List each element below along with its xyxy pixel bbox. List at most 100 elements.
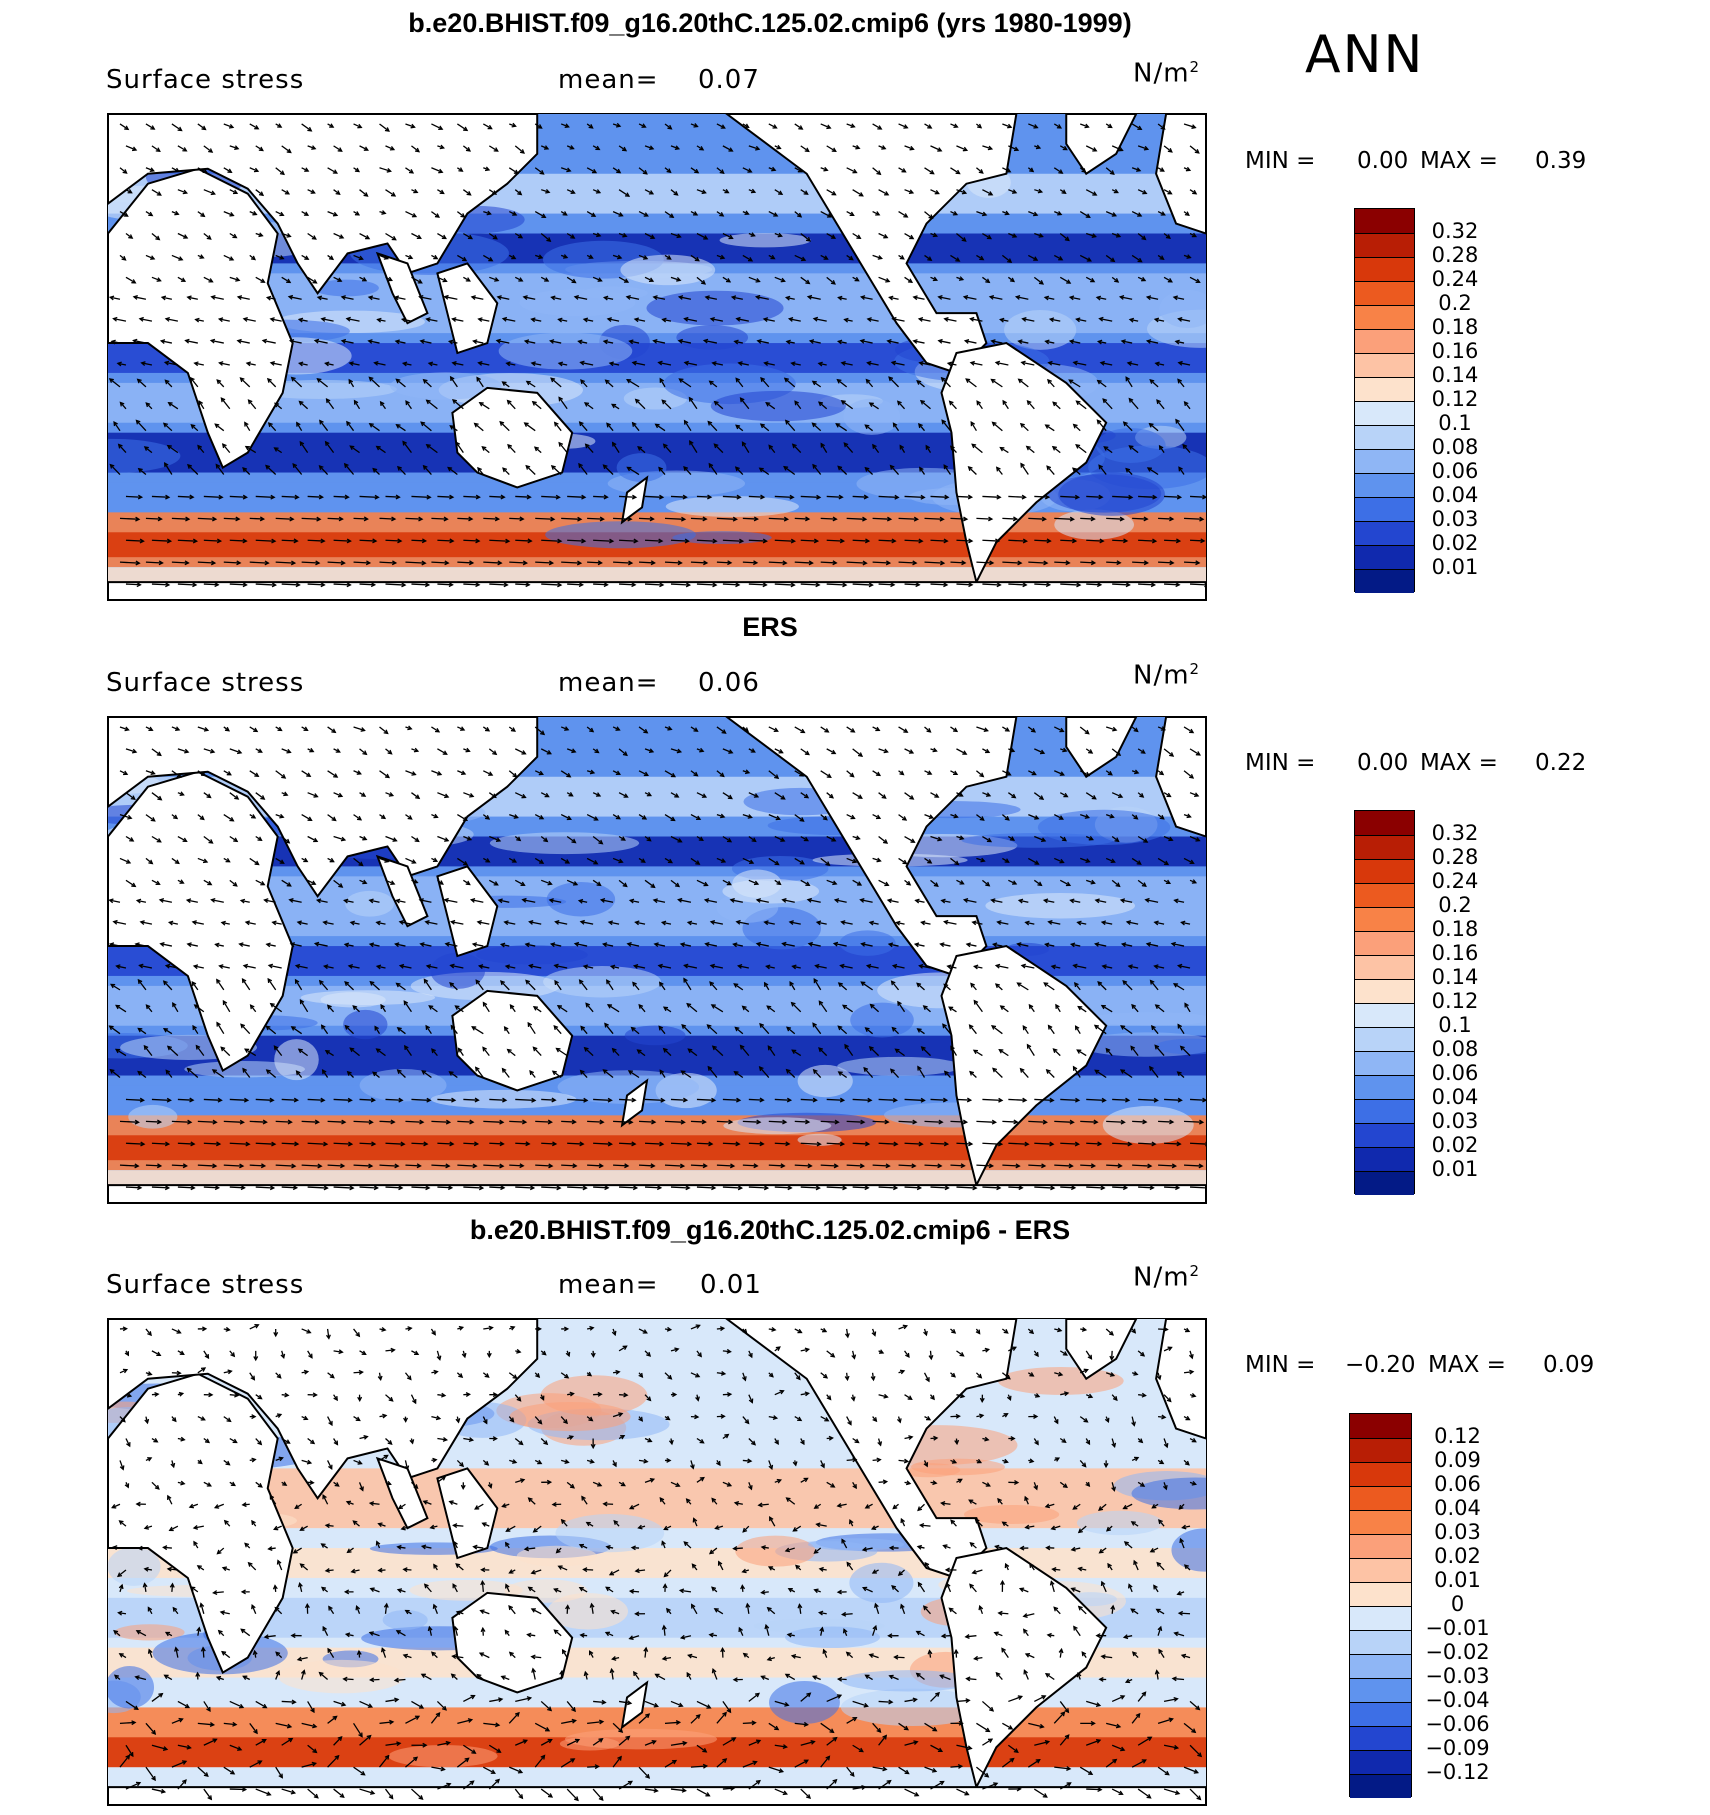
min-value: 0.00 — [1357, 750, 1409, 776]
max-label: MAX = — [1428, 1352, 1506, 1378]
colorbar-tick-label: −0.12 — [1425, 1760, 1490, 1784]
colorbar-segment — [1355, 1003, 1414, 1027]
min-label: MIN = — [1245, 1352, 1316, 1378]
variable-label: Surface stress — [106, 1270, 305, 1300]
colorbar-tick-label: 0.2 — [1438, 291, 1472, 315]
colorbar-tick-label: −0.01 — [1425, 1616, 1490, 1640]
wind-vectors — [108, 725, 1206, 1191]
colorbar-tick-label: 0.32 — [1431, 219, 1479, 243]
max-label: MAX = — [1420, 750, 1498, 776]
colorbar-segment — [1355, 209, 1414, 233]
colorbar-tick-label: 0.14 — [1431, 965, 1479, 989]
colorbar-tick-label: 0.08 — [1431, 435, 1479, 459]
colorbar-tick-label: 0.03 — [1431, 507, 1479, 531]
colorbar-tick-label: −0.04 — [1425, 1688, 1490, 1712]
panel-title: ERS — [742, 612, 798, 642]
colorbar-segment — [1355, 907, 1414, 931]
colorbar-tick-label: 0.12 — [1434, 1424, 1481, 1448]
colorbar-tick-label: 0.16 — [1431, 941, 1479, 965]
colorbar-segment — [1350, 1582, 1411, 1606]
colorbar-tick-label: 0.12 — [1431, 387, 1479, 411]
colorbar-tick-label: 0.02 — [1434, 1544, 1481, 1568]
wind-vectors — [108, 122, 1206, 588]
colorbar-tick-label: 0.16 — [1431, 339, 1479, 363]
colorbar-tick-label: 0.1 — [1438, 1013, 1472, 1037]
colorbar-segment — [1355, 569, 1414, 593]
colorbar-tick-label: 0.1 — [1438, 411, 1472, 435]
colorbar-segment — [1355, 521, 1414, 545]
colorbar-segment — [1355, 835, 1414, 859]
colorbar-tick-label: 0.02 — [1431, 1133, 1479, 1157]
colorbar-segment — [1355, 1051, 1414, 1075]
season-label: ANN — [1305, 25, 1425, 85]
colorbar-segment — [1355, 1123, 1414, 1147]
max-label: MAX = — [1420, 148, 1498, 174]
colorbar-tick-label: −0.09 — [1425, 1736, 1490, 1760]
colorbar-segment — [1355, 979, 1414, 1003]
wind-vectors — [111, 1323, 1203, 1802]
colorbar-segment — [1350, 1654, 1411, 1678]
colorbar-segment — [1355, 1027, 1414, 1051]
colorbar-segment — [1355, 883, 1414, 907]
colorbar-segment — [1355, 377, 1414, 401]
colorbar-segment — [1350, 1558, 1411, 1582]
colorbar-segment — [1350, 1774, 1411, 1798]
colorbar-tick-label: 0.06 — [1431, 459, 1479, 483]
colorbar-segment — [1355, 449, 1414, 473]
colorbar-tick-label: 0.18 — [1431, 315, 1479, 339]
panel-title: b.e20.BHIST.f09_g16.20thC.125.02.cmip6 -… — [469, 1215, 1071, 1245]
colorbar-segment — [1350, 1462, 1411, 1486]
colorbar-segment — [1350, 1438, 1411, 1462]
variable-label: Surface stress — [106, 65, 305, 95]
colorbar-tick-label: 0.04 — [1431, 483, 1479, 507]
colorbar-tick-label: 0.03 — [1434, 1520, 1481, 1544]
colorbar-segment — [1355, 425, 1414, 449]
colorbar-segment — [1350, 1510, 1411, 1534]
colorbar-tick-label: 0.06 — [1431, 1061, 1479, 1085]
coastlines — [108, 717, 1206, 1203]
colorbar — [1354, 208, 1415, 593]
colorbar-tick-label: 0.01 — [1431, 1157, 1479, 1181]
units-label: N/m2 — [1133, 1262, 1201, 1293]
colorbar-segment — [1350, 1486, 1411, 1510]
colorbar-segment — [1350, 1630, 1411, 1654]
colorbar-segment — [1350, 1606, 1411, 1630]
colorbar-segment — [1355, 1099, 1414, 1123]
colorbar-segment — [1350, 1750, 1411, 1774]
colorbar-tick-label: 0.28 — [1431, 845, 1479, 869]
colorbar-tick-label: −0.06 — [1425, 1712, 1490, 1736]
coastlines — [108, 114, 1206, 600]
colorbar-tick-label: 0.28 — [1431, 243, 1479, 267]
colorbar-segment — [1355, 233, 1414, 257]
max-value: 0.09 — [1543, 1352, 1595, 1378]
max-value: 0.39 — [1535, 148, 1587, 174]
colorbar-segment — [1355, 1171, 1414, 1195]
colorbar-tick-label: 0.12 — [1431, 989, 1479, 1013]
colorbar-segment — [1350, 1678, 1411, 1702]
min-label: MIN = — [1245, 148, 1316, 174]
colorbar-segment — [1355, 353, 1414, 377]
colorbar-segment — [1350, 1414, 1411, 1438]
colorbar-segment — [1355, 497, 1414, 521]
colorbar-tick-label: 0.24 — [1431, 267, 1479, 291]
shaded-band — [108, 1135, 1206, 1161]
colorbar-segment — [1350, 1726, 1411, 1750]
colorbar-tick-label: 0.04 — [1431, 1085, 1479, 1109]
colorbar-tick-label: 0.32 — [1431, 821, 1479, 845]
panel-title: b.e20.BHIST.f09_g16.20thC.125.02.cmip6 (… — [408, 8, 1132, 38]
map-model — [107, 113, 1207, 601]
map-diff — [107, 1318, 1207, 1806]
colorbar-tick-label: −0.03 — [1425, 1664, 1490, 1688]
colorbar-segment — [1355, 1147, 1414, 1171]
colorbar-segment — [1355, 545, 1414, 569]
colorbar-segment — [1355, 1075, 1414, 1099]
colorbar-segment — [1355, 257, 1414, 281]
units-label: N/m2 — [1133, 58, 1201, 89]
colorbar-segment — [1350, 1534, 1411, 1558]
colorbar-segment — [1355, 329, 1414, 353]
mean-value: 0.07 — [698, 65, 760, 95]
map-obs — [107, 716, 1207, 1204]
units-label: N/m2 — [1133, 660, 1201, 691]
min-value: 0.00 — [1357, 148, 1409, 174]
colorbar-tick-label: 0.14 — [1431, 363, 1479, 387]
